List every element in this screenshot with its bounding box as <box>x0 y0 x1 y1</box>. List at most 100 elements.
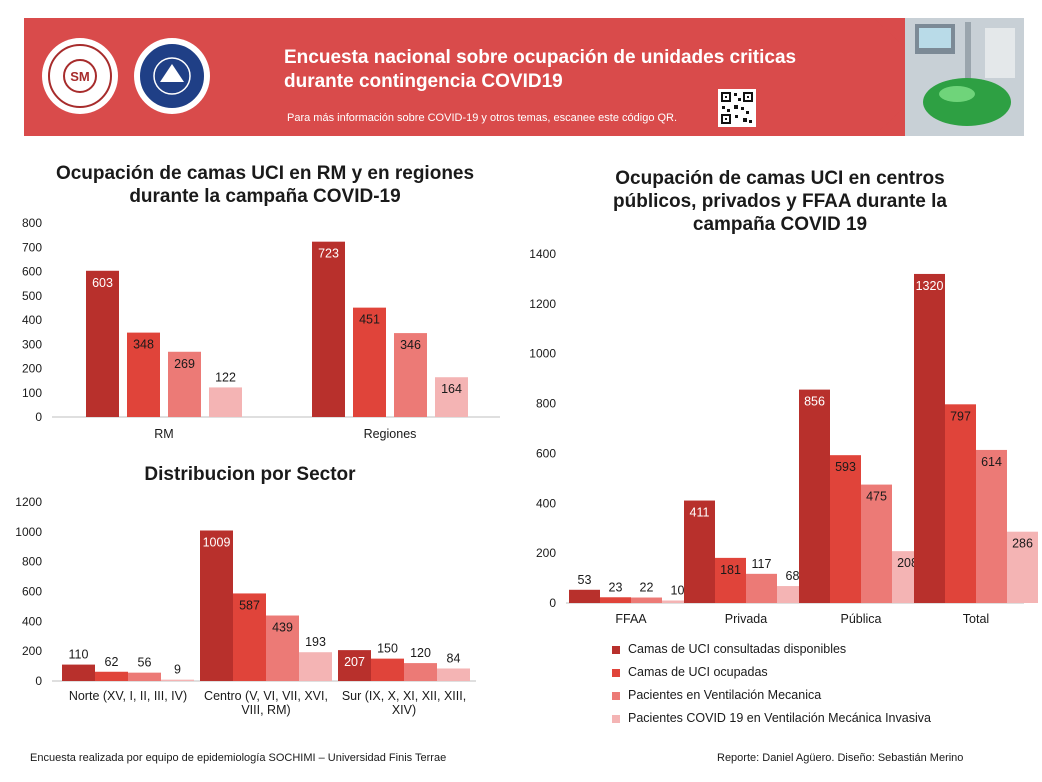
bar <box>200 530 233 681</box>
y-tick-label: 800 <box>536 397 556 411</box>
bar <box>914 273 945 603</box>
legend-item: Pacientes COVID 19 en Ventilación Mecáni… <box>612 707 931 730</box>
y-tick-label: 400 <box>22 614 42 628</box>
bar <box>662 600 693 603</box>
footer-credits-left: Encuesta realizada por equipo de epidemi… <box>30 752 447 764</box>
sochimi-emblem: SM <box>63 59 97 93</box>
sochimi-logo: SM <box>42 38 118 114</box>
bar <box>353 307 386 417</box>
bar <box>209 387 242 417</box>
x-tick-label: Privada <box>725 612 767 626</box>
qr-code-pattern <box>721 92 753 124</box>
legend-item: Camas de UCI consultadas disponibles <box>612 638 931 661</box>
y-tick-label: 600 <box>22 585 42 599</box>
legend-label: Camas de UCI consultadas disponibles <box>628 642 847 656</box>
bar <box>266 615 299 681</box>
data-label: 62 <box>105 655 119 669</box>
legend-swatch <box>612 646 620 654</box>
data-label: 117 <box>752 557 772 571</box>
chart3-title: Ocupación de camas UCI en centros públic… <box>613 168 947 235</box>
y-tick-label: 800 <box>22 216 42 230</box>
data-label: 150 <box>377 642 398 656</box>
x-tick-label: RM <box>154 427 173 441</box>
data-label: 475 <box>866 490 887 504</box>
x-tick-label: Sur (IX, X, XI, XII, XIII, <box>342 689 466 703</box>
x-tick-label: Pública <box>841 612 882 626</box>
y-tick-label: 800 <box>22 555 42 569</box>
bar <box>371 658 404 681</box>
x-tick-label: Regiones <box>364 427 417 441</box>
ventilator-illustration <box>905 18 1024 136</box>
data-label: 439 <box>272 621 293 635</box>
data-label: 1009 <box>203 535 231 549</box>
bar <box>746 573 777 603</box>
data-label: 53 <box>578 573 592 587</box>
data-label: 614 <box>981 455 1002 469</box>
data-label: 797 <box>950 409 971 423</box>
y-tick-label: 500 <box>22 289 42 303</box>
y-tick-label: 600 <box>536 446 556 460</box>
bar <box>62 664 95 681</box>
chart2-title: Distribucion por Sector <box>144 464 356 485</box>
bar <box>312 241 345 417</box>
data-label: 22 <box>640 581 654 595</box>
data-label: 286 <box>1012 537 1033 551</box>
bar <box>168 351 201 417</box>
x-tick-label: Centro (V, VI, VII, XVI, <box>204 689 328 703</box>
data-label: 856 <box>804 395 825 409</box>
x-tick-label: Norte (XV, I, II, III, IV) <box>69 689 187 703</box>
data-label: 164 <box>441 382 462 396</box>
data-label: 84 <box>447 651 461 665</box>
data-label: 411 <box>690 506 710 520</box>
data-label: 207 <box>344 655 365 669</box>
data-label: 593 <box>835 460 856 474</box>
data-label: 9 <box>174 663 181 677</box>
y-tick-label: 1000 <box>15 525 42 539</box>
chart3-legend: Camas de UCI consultadas disponibles Cam… <box>612 638 931 730</box>
x-tick-label: VIII, RM) <box>241 703 290 717</box>
legend-label: Pacientes en Ventilación Mecanica <box>628 688 822 702</box>
bar <box>338 650 371 681</box>
data-label: 451 <box>359 313 380 327</box>
legend-swatch <box>612 715 620 723</box>
data-label: 56 <box>138 656 152 670</box>
data-label: 348 <box>133 338 154 352</box>
data-label: 110 <box>69 648 89 662</box>
finis-terrae-emblem <box>153 57 191 95</box>
finis-terrae-seal <box>140 44 204 108</box>
ventilator-photo <box>905 18 1024 136</box>
x-tick-label: Total <box>963 612 989 626</box>
y-tick-label: 0 <box>549 596 556 610</box>
bar <box>127 332 160 417</box>
y-tick-label: 0 <box>35 410 42 424</box>
data-label: 10 <box>671 584 685 598</box>
y-tick-label: 200 <box>22 644 42 658</box>
y-tick-label: 1200 <box>529 297 556 311</box>
bar <box>600 597 631 603</box>
y-tick-label: 1000 <box>529 347 556 361</box>
bar <box>95 671 128 681</box>
data-label: 346 <box>400 338 421 352</box>
bar <box>161 679 194 681</box>
qr-code-icon[interactable] <box>718 89 756 127</box>
y-tick-label: 700 <box>22 240 42 254</box>
y-tick-label: 1400 <box>529 247 556 261</box>
footer-credits-right: Reporte: Daniel Agüero. Diseño: Sebastiá… <box>717 752 964 764</box>
bar <box>799 389 830 603</box>
legend-item: Camas de UCI ocupadas <box>612 661 931 684</box>
bar <box>394 333 427 417</box>
bar <box>1007 531 1038 603</box>
data-label: 587 <box>239 598 260 612</box>
legend-swatch <box>612 669 620 677</box>
data-label: 1320 <box>916 279 944 293</box>
bar <box>435 377 468 417</box>
bar <box>437 668 470 681</box>
legend-swatch <box>612 692 620 700</box>
sochimi-seal: SM <box>48 44 112 108</box>
data-label: 122 <box>215 370 236 384</box>
data-label: 603 <box>92 276 113 290</box>
y-tick-label: 100 <box>22 386 42 400</box>
data-label: 193 <box>305 635 326 649</box>
x-tick-label: XIV) <box>392 703 416 717</box>
bar <box>233 593 266 681</box>
